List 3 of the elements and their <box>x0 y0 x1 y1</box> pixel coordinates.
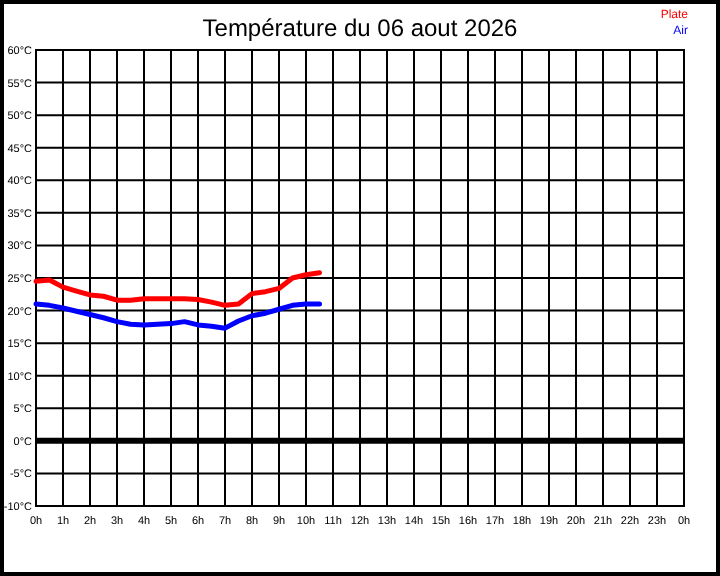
chart-title: Température du 06 aout 2026 <box>202 14 519 42</box>
line-series <box>33 270 322 308</box>
line-series <box>33 301 322 331</box>
